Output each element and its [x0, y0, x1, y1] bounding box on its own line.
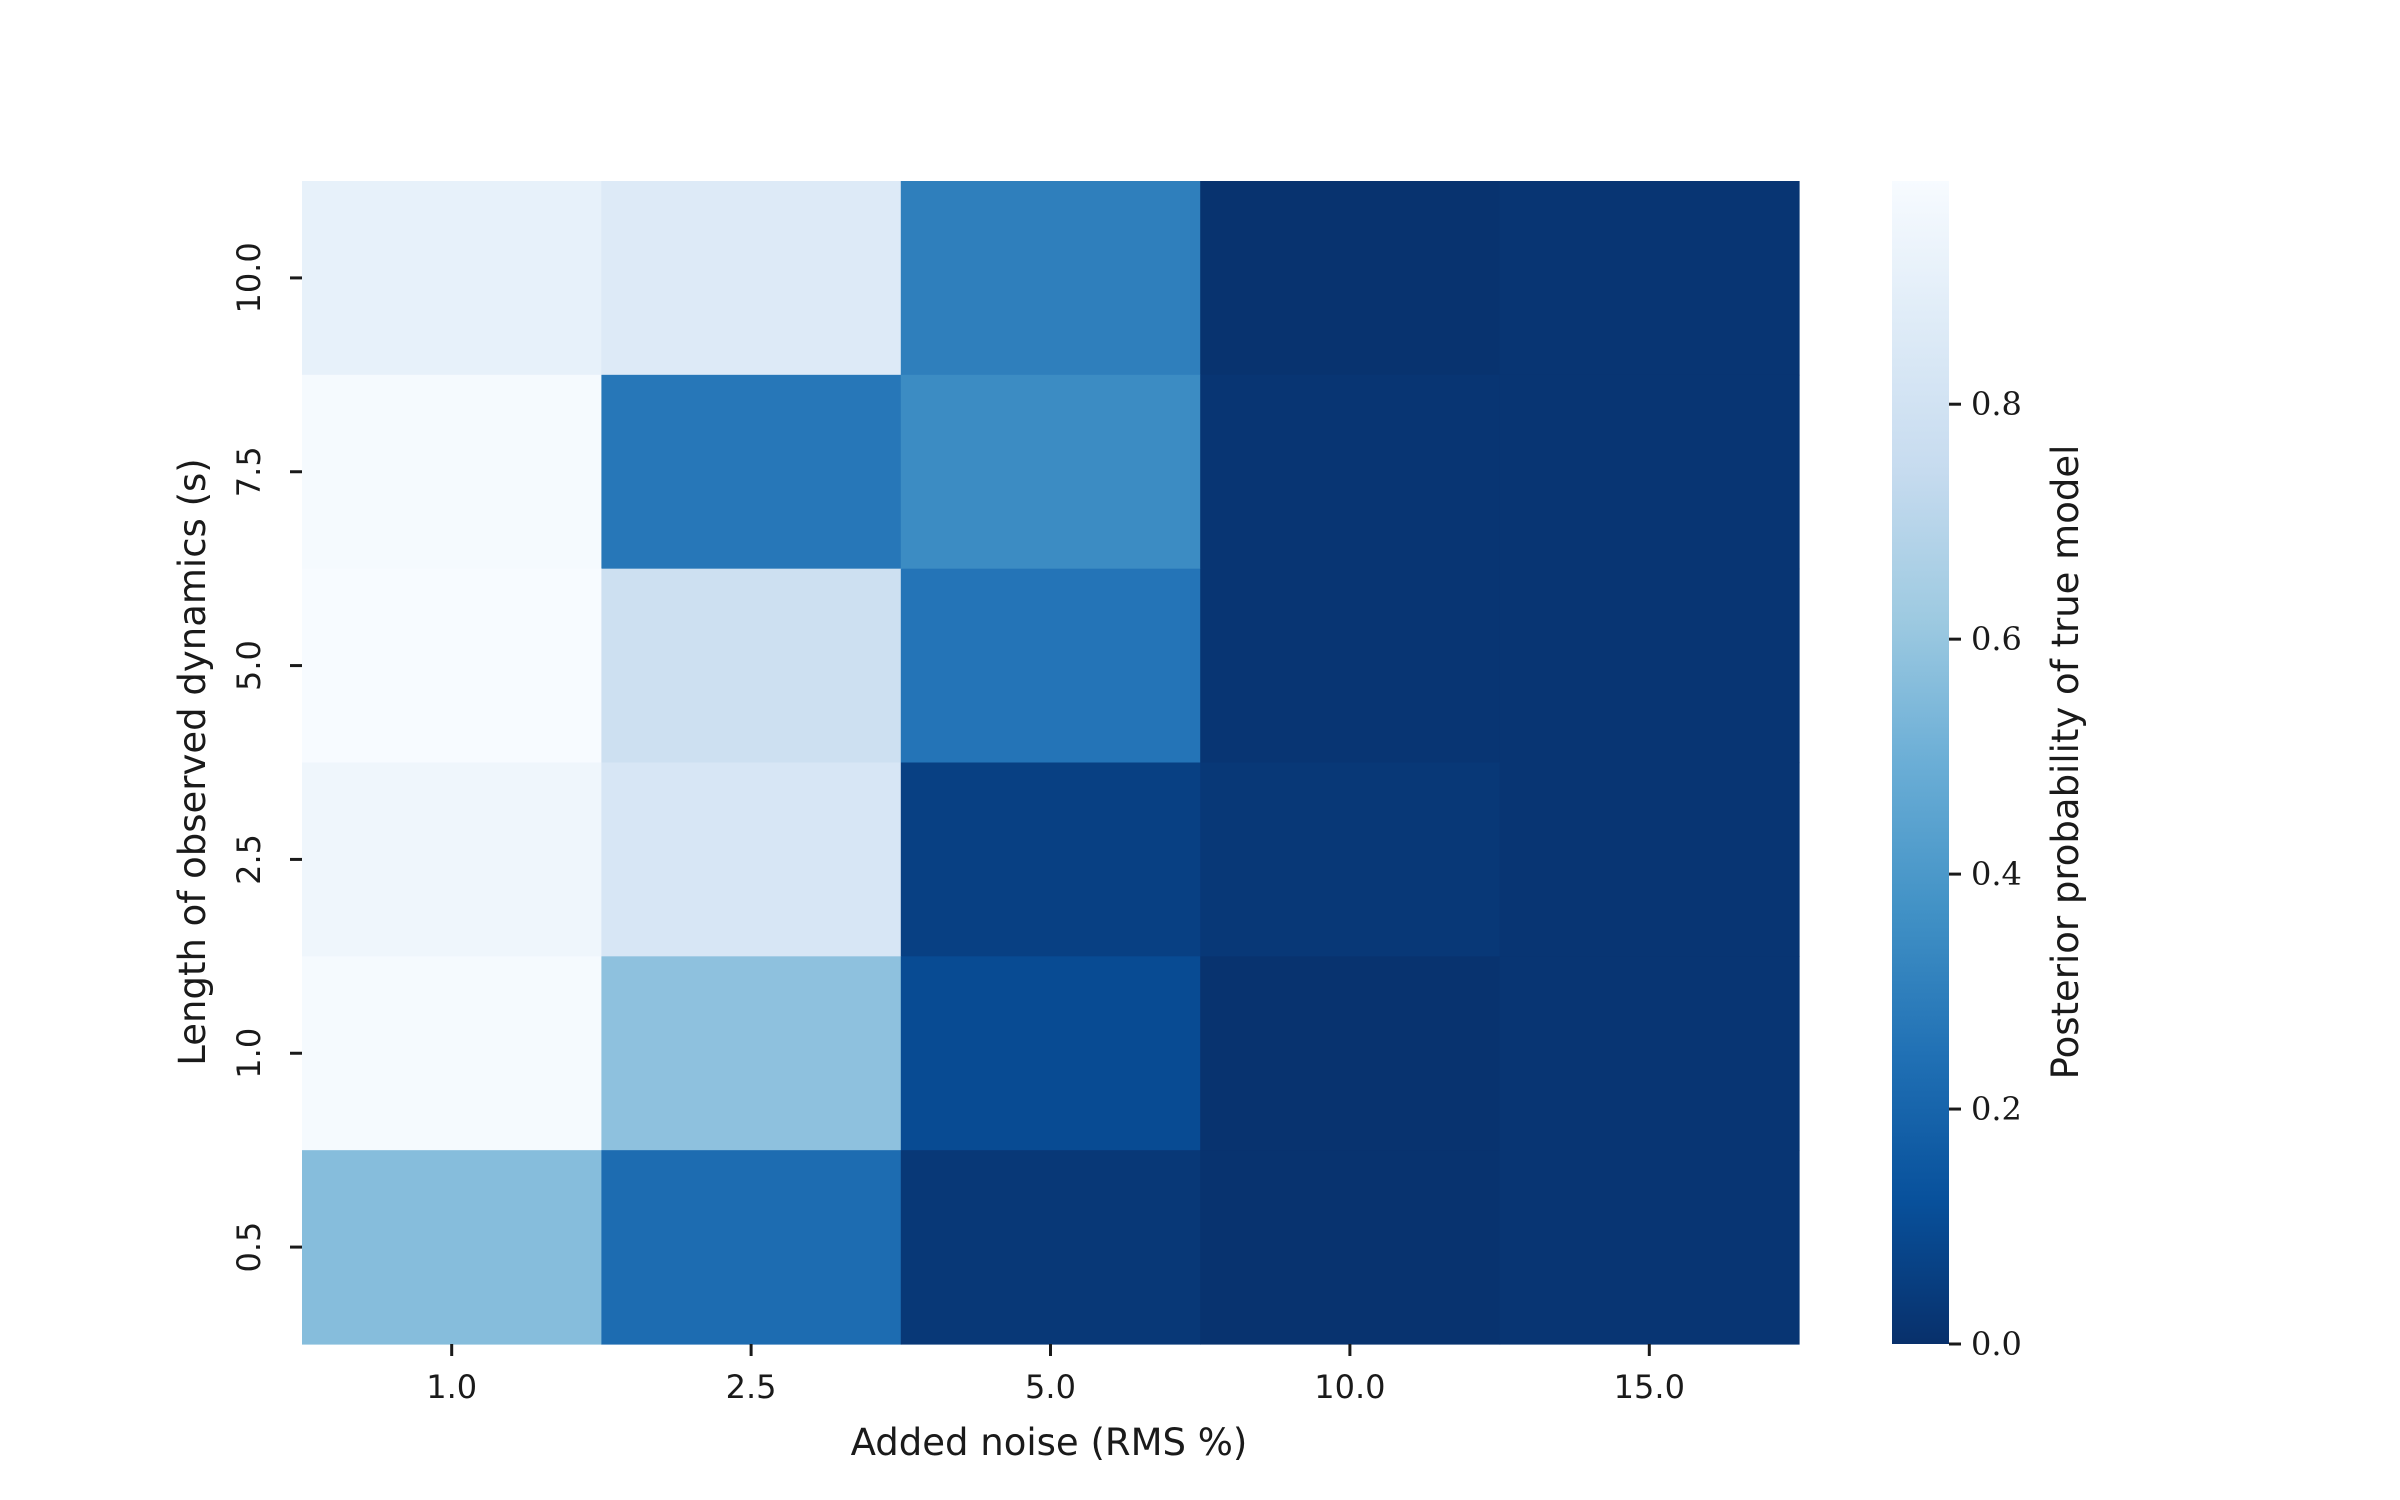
y-axis-title: Length of observed dynamics (s): [171, 458, 214, 1065]
heatmap-cell-r2-c4: [1499, 568, 1800, 764]
colorbar-tick-label: 0.6: [1971, 620, 2022, 658]
heatmap-cell-r5-c3: [1200, 1150, 1501, 1345]
heatmap-cell-r2-c2: [900, 568, 1201, 764]
heatmap-cell-r1-c3: [1200, 374, 1501, 570]
heatmap-cell-r0-c0: [302, 181, 602, 376]
y-tick-label: 5.0: [230, 640, 268, 691]
heatmap-cell-r1-c4: [1499, 374, 1800, 570]
colorbar-title: Posterior probability of true model: [2044, 445, 2087, 1080]
colorbar-tick-label: 0.8: [1971, 385, 2022, 423]
y-axis-ticks: 10.0 7.5 5.0 2.5 1.0 0.5: [230, 242, 302, 1273]
colorbar-ticks: 0.0 0.2 0.4 0.6 0.8: [1949, 385, 2022, 1363]
x-tick-label: 5.0: [1025, 1368, 1076, 1406]
heatmap-cell-r3-c2: [900, 762, 1201, 957]
heatmap-cell-r2-c0: [302, 568, 602, 764]
heatmap-cell-r3-c1: [601, 762, 902, 957]
heatmap-cell-r0-c4: [1499, 181, 1800, 376]
heatmap-cell-r5-c1: [601, 1150, 902, 1345]
heatmap-cell-r0-c3: [1200, 181, 1501, 376]
y-tick-label: 2.5: [230, 834, 268, 885]
colorbar-tick-label: 0.2: [1971, 1090, 2022, 1128]
heatmap-cell-r4-c2: [900, 956, 1201, 1151]
heatmap-cell-r3-c3: [1200, 762, 1501, 957]
colorbar: [1892, 181, 1949, 1344]
heatmap-cell-r5-c4: [1499, 1150, 1800, 1345]
y-tick-label: 0.5: [230, 1222, 268, 1273]
heatmap-cell-r1-c2: [900, 374, 1201, 570]
heatmap-cell-r5-c0: [302, 1150, 602, 1345]
heatmap-cell-r5-c2: [900, 1150, 1201, 1345]
x-tick-label: 15.0: [1614, 1368, 1685, 1406]
heatmap-cell-r3-c4: [1499, 762, 1800, 957]
heatmap-cell-r4-c1: [601, 956, 902, 1151]
x-tick-label: 2.5: [726, 1368, 777, 1406]
y-tick-label: 10.0: [230, 242, 268, 313]
heatmap-cell-r4-c4: [1499, 956, 1800, 1151]
heatmap-cell-r1-c1: [601, 374, 902, 570]
y-tick-label: 1.0: [230, 1028, 268, 1079]
x-axis-ticks: 1.0 2.5 5.0 10.0 15.0: [426, 1344, 1685, 1406]
heatmap-cell-r4-c0: [302, 956, 602, 1151]
x-axis-title: Added noise (RMS %): [851, 1421, 1248, 1464]
colorbar-tick-label: 0.0: [1971, 1325, 2022, 1363]
heatmap-cell-r2-c1: [601, 568, 902, 764]
y-tick-label: 7.5: [230, 446, 268, 497]
x-tick-label: 10.0: [1314, 1368, 1385, 1406]
heatmap-cell-r1-c0: [302, 374, 602, 570]
heatmap-cell-r2-c3: [1200, 568, 1501, 764]
heatmap-cells: [302, 181, 1800, 1345]
colorbar-tick-label: 0.4: [1971, 855, 2022, 893]
x-tick-label: 1.0: [426, 1368, 477, 1406]
heatmap-cell-r0-c2: [900, 181, 1201, 376]
heatmap-cell-r4-c3: [1200, 956, 1501, 1151]
heatmap-cell-r3-c0: [302, 762, 602, 957]
heatmap-cell-r0-c1: [601, 181, 902, 376]
